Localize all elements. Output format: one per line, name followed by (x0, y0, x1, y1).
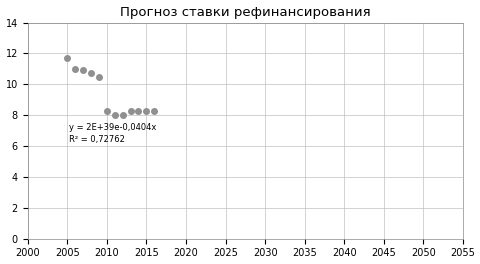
Point (71, 67, 79, 71)
Point (142, 109, 150, 114)
Point (87, 70, 95, 75)
Point (119, 113, 126, 117)
Title: Прогноз ставки рефинансирования: Прогноз ставки рефинансирования (120, 6, 370, 18)
Text: y = 2E+39e-0,0404x
R² = 0,72762: y = 2E+39e-0,0404x R² = 0,72762 (69, 123, 156, 144)
Point (63, 56, 71, 60)
Point (103, 109, 110, 114)
Point (126, 109, 134, 114)
Point (134, 109, 142, 114)
Point (79, 68, 87, 73)
Point (150, 109, 158, 114)
Point (111, 113, 119, 117)
Point (95, 74, 103, 79)
